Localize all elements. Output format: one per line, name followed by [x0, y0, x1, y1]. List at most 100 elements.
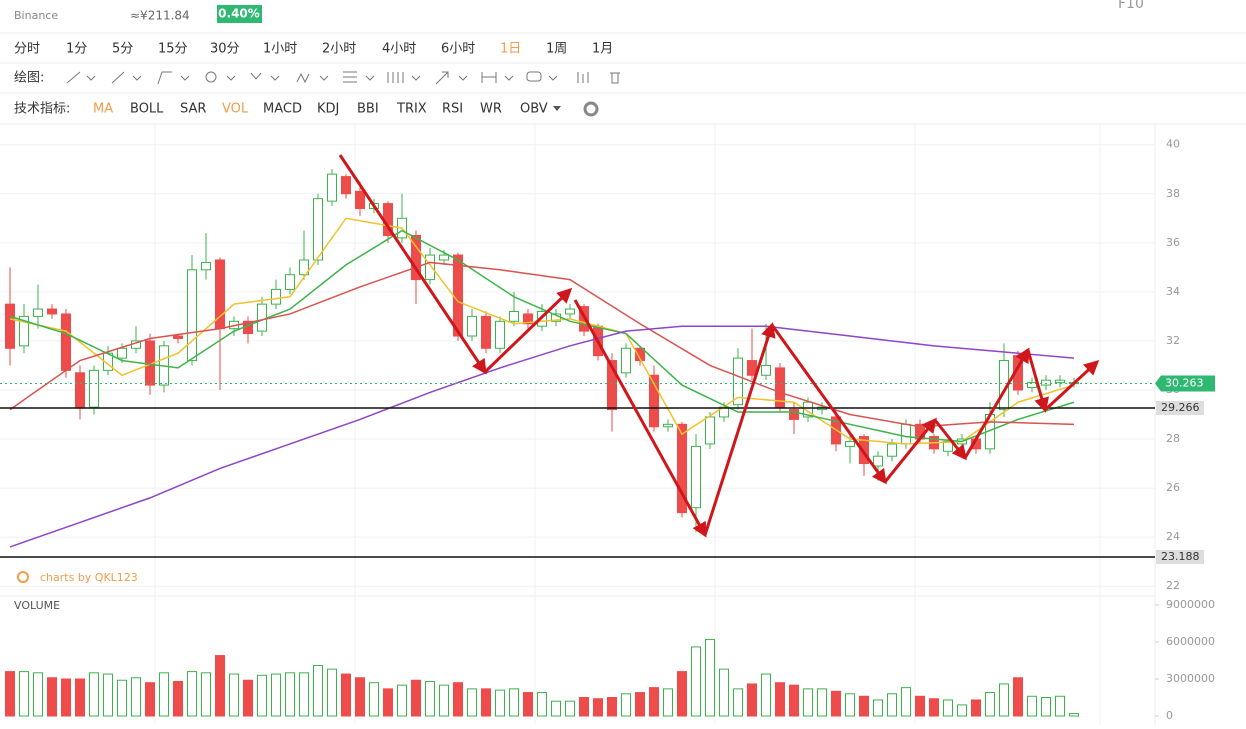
indicator-tab[interactable]: MA [93, 102, 113, 117]
indicators-label: 技术指标: [14, 102, 70, 117]
volume-bar [929, 698, 939, 717]
candle-body [257, 303, 267, 332]
volume-bar [621, 693, 631, 717]
volume-bar [201, 672, 211, 717]
candle-body [565, 308, 575, 315]
volume-bar [341, 673, 351, 717]
indicator-tab[interactable]: TRIX [396, 102, 427, 117]
current-price-label: 30.263 [1165, 377, 1204, 390]
indicator-tab[interactable]: SAR [180, 102, 206, 117]
volume-bar [747, 683, 757, 717]
candle-body [453, 254, 463, 337]
period-tab[interactable]: 30分 [210, 42, 240, 57]
indicator-tab[interactable]: BOLL [130, 102, 164, 117]
candle-body [187, 269, 197, 362]
volume-bar [215, 655, 225, 717]
volume-tick-label: 6000000 [1166, 635, 1215, 648]
candle-body [775, 367, 785, 408]
volume-bar [89, 672, 99, 717]
annotation-arrow [483, 287, 573, 374]
period-tab[interactable]: 15分 [158, 42, 188, 57]
volume-tick-label: 0 [1166, 709, 1173, 722]
volume-bar [243, 679, 253, 717]
candle-body [271, 288, 281, 305]
volume-bar [523, 692, 533, 717]
candle-body [663, 423, 673, 428]
volume-bar [957, 704, 967, 717]
draw-label: 绘图: [14, 71, 44, 86]
period-tab[interactable]: 6小时 [441, 42, 475, 57]
y-tick-label: 40 [1166, 138, 1180, 151]
period-tab[interactable]: 1小时 [263, 42, 297, 57]
indicator-tab[interactable]: MACD [263, 102, 302, 117]
volume-bar [145, 682, 155, 717]
candle-body [411, 234, 421, 281]
period-tab[interactable]: 5分 [112, 42, 133, 57]
annotation-arrow [883, 417, 937, 483]
volume-bar [593, 698, 603, 717]
period-tab[interactable]: 4小时 [382, 42, 416, 57]
volume-bar [607, 697, 617, 717]
f10[interactable]: F10 [1118, 0, 1144, 12]
candle-body [789, 409, 799, 420]
volume-bar [635, 692, 645, 717]
candle-body [859, 436, 869, 465]
draw-tools[interactable] [66, 71, 620, 85]
candle-body [481, 315, 491, 349]
volume-bar [103, 673, 113, 717]
change-badge [217, 5, 262, 23]
volume-bar [691, 646, 701, 717]
volume-tick-label: 3000000 [1166, 672, 1215, 685]
volume-bar [19, 671, 29, 717]
volume-bar [1027, 695, 1037, 717]
candle-body [747, 360, 757, 376]
indicator-tab[interactable]: WR [480, 102, 502, 117]
y-tick-label: 34 [1166, 285, 1180, 298]
period-tab[interactable]: 1分 [66, 42, 87, 57]
candle-body [649, 374, 659, 428]
price-tag-label: 29.266 [1161, 401, 1200, 414]
watermark: charts by QKL123 [40, 571, 138, 584]
volume-bar [439, 684, 449, 717]
volume-bar [579, 697, 589, 717]
indicator-tab[interactable]: KDJ [317, 102, 339, 117]
y-tick-label: 38 [1166, 187, 1180, 200]
candle-body [173, 335, 183, 339]
volume-bar [159, 672, 169, 717]
price-tag [1156, 400, 1204, 415]
volume-bar [229, 673, 239, 717]
volume-bar [887, 693, 897, 717]
candle-body [285, 274, 295, 290]
indicator-tab[interactable]: OBV [520, 102, 548, 117]
period-tab[interactable]: 1日 [500, 42, 521, 57]
settings-icon[interactable] [583, 101, 599, 117]
candle-body [761, 364, 771, 376]
ma-line [9, 325, 1075, 548]
cny-price: ≈¥211.84 [130, 9, 190, 23]
period-tab[interactable]: 1周 [546, 42, 567, 57]
period-tab[interactable]: 分时 [14, 42, 40, 57]
volume-bar [369, 682, 379, 717]
candle-body [691, 445, 701, 509]
indicator-tab[interactable]: BBI [357, 102, 379, 117]
annotation-arrow [1026, 349, 1049, 413]
price-tag [1156, 550, 1204, 565]
candle-body [19, 315, 29, 347]
volume-bar [859, 695, 869, 717]
annotation-arrow [770, 324, 887, 485]
volume-bar [733, 688, 743, 717]
indicator-tab[interactable]: RSI [442, 102, 463, 117]
annotation-arrow [933, 419, 967, 461]
volume-bar [173, 680, 183, 717]
indicator-tab[interactable]: VOL [222, 102, 249, 117]
volume-bar [705, 639, 715, 717]
volume-bar [75, 678, 85, 717]
exchange: Binance [14, 9, 58, 22]
candle-body [341, 176, 351, 195]
volume-bar [663, 688, 673, 717]
period-tab[interactable]: 2小时 [322, 42, 356, 57]
candle-body [299, 259, 309, 276]
volume-bar [117, 679, 127, 717]
period-tab[interactable]: 1月 [592, 42, 613, 57]
candle-body [887, 443, 897, 457]
